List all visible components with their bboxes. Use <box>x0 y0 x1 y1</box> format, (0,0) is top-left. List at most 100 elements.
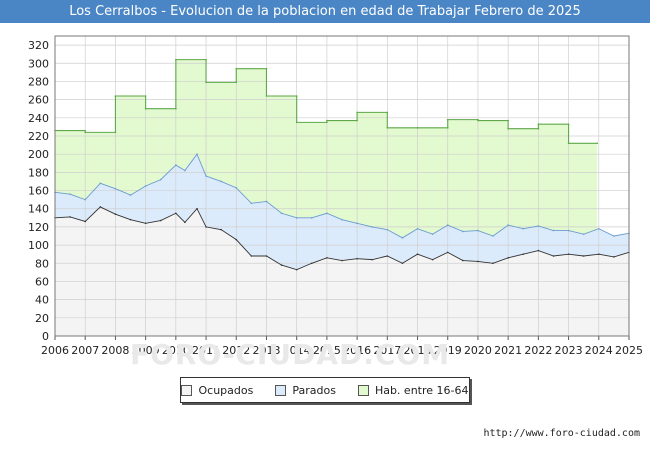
legend: Ocupados Parados Hab. entre 16-64 <box>180 377 470 403</box>
data-point-ocupados <box>114 213 117 215</box>
x-tick-label: 2018 <box>404 344 432 357</box>
x-tick-label: 2012 <box>222 344 250 357</box>
y-tick-label: 60 <box>35 275 49 288</box>
data-point-parados <box>401 237 404 239</box>
legend-item-hab: Hab. entre 16-64 <box>357 383 469 397</box>
data-point-ocupados <box>431 258 434 261</box>
data-point-parados <box>326 212 328 215</box>
x-tick-label: 2011 <box>192 344 220 357</box>
y-tick-label: 240 <box>28 112 49 125</box>
data-point-ocupados <box>235 238 238 241</box>
legend-swatch-ocupados <box>181 384 193 396</box>
data-point-parados <box>175 164 177 166</box>
y-tick-label: 120 <box>28 221 49 234</box>
x-tick-label: 2009 <box>132 344 160 357</box>
data-point-parados <box>265 200 268 203</box>
y-tick-label: 220 <box>28 130 49 143</box>
data-point-ocupados <box>250 255 253 257</box>
data-point-hab <box>596 142 599 145</box>
data-point-parados <box>492 235 494 237</box>
chart-title: Los Cerralbos - Evolucion de la poblacio… <box>0 0 650 23</box>
legend-label-hab: Hab. entre 16-64 <box>374 383 469 397</box>
data-point-hab <box>507 119 509 122</box>
data-point-ocupados <box>507 257 509 259</box>
data-point-parados <box>310 217 313 219</box>
data-point-parados <box>371 226 374 228</box>
data-point-hab <box>567 123 570 125</box>
data-point-ocupados <box>341 259 343 262</box>
data-point-parados <box>613 235 615 237</box>
data-point-hab <box>537 123 540 125</box>
data-point-hab <box>84 131 87 134</box>
series-area-ocupados <box>55 206 629 336</box>
data-point-ocupados <box>220 228 222 231</box>
data-point-ocupados <box>386 255 389 257</box>
data-point-parados <box>69 193 71 195</box>
data-point-hab <box>356 111 358 114</box>
data-point-hab <box>235 67 238 70</box>
plot-border <box>54 35 630 337</box>
data-point-parados <box>205 175 207 177</box>
data-point-hab <box>295 95 298 97</box>
data-point-hab <box>326 119 328 122</box>
legend-label-ocupados: Ocupados <box>198 383 254 397</box>
data-point-ocupados <box>99 206 102 208</box>
data-point-hab <box>507 127 509 130</box>
source-url: http://www.foro-ciudad.com <box>483 428 640 439</box>
x-tick-label: 2006 <box>41 344 69 357</box>
x-tick-label: 2020 <box>464 344 492 357</box>
data-point-ocupados <box>205 226 207 228</box>
data-point-hab <box>477 119 479 122</box>
data-point-hab <box>235 81 238 84</box>
y-tick-label: 320 <box>28 39 49 52</box>
x-tick-label: 2016 <box>343 344 371 357</box>
data-point-parados <box>431 233 434 235</box>
y-tick-label: 300 <box>28 57 49 70</box>
x-tick-label: 2014 <box>283 344 311 357</box>
data-point-hab <box>114 131 117 134</box>
data-point-ocupados <box>129 218 132 221</box>
y-tick-label: 160 <box>28 185 49 198</box>
x-tick-label: 2025 <box>615 344 643 357</box>
x-tick-label: 2024 <box>585 344 613 357</box>
data-point-parados <box>220 180 222 183</box>
data-point-ocupados <box>280 264 283 266</box>
legend-item-parados: Parados <box>275 384 336 397</box>
data-point-ocupados <box>567 253 570 255</box>
x-tick-label: 2022 <box>524 344 552 357</box>
data-point-hab <box>175 58 177 61</box>
data-point-ocupados <box>326 257 328 259</box>
y-tick-label: 0 <box>42 330 49 343</box>
data-point-ocupados <box>582 255 585 257</box>
data-point-parados <box>477 229 479 232</box>
data-point-parados <box>341 218 343 221</box>
data-point-hab <box>144 107 147 110</box>
data-point-hab <box>326 121 328 124</box>
data-point-ocupados <box>597 253 600 255</box>
x-tick-label: 2013 <box>252 344 280 357</box>
data-point-parados <box>99 182 102 185</box>
watermark: FORO-CIUDAD.COM <box>130 338 451 371</box>
data-point-hab <box>386 127 389 129</box>
data-point-parados <box>537 225 540 227</box>
y-tick-label: 180 <box>28 166 49 179</box>
legend-item-ocupados: Ocupados <box>181 384 253 397</box>
series-line-ocupados <box>54 206 630 271</box>
data-point-ocupados <box>613 256 615 258</box>
data-point-hab <box>205 81 207 84</box>
data-point-hab <box>84 129 87 132</box>
data-point-ocupados <box>69 216 71 218</box>
data-point-hab <box>144 95 147 97</box>
data-point-parados <box>184 169 186 172</box>
data-point-parados <box>567 229 570 232</box>
y-tick-label: 200 <box>28 148 49 161</box>
data-point-ocupados <box>159 219 162 222</box>
data-point-ocupados <box>371 258 374 261</box>
data-point-parados <box>552 229 555 232</box>
data-point-ocupados <box>144 222 147 225</box>
data-point-ocupados <box>356 257 358 260</box>
data-point-parados <box>416 227 419 230</box>
data-point-hab <box>537 127 540 130</box>
data-point-hab <box>114 95 117 97</box>
data-point-ocupados <box>84 220 87 223</box>
